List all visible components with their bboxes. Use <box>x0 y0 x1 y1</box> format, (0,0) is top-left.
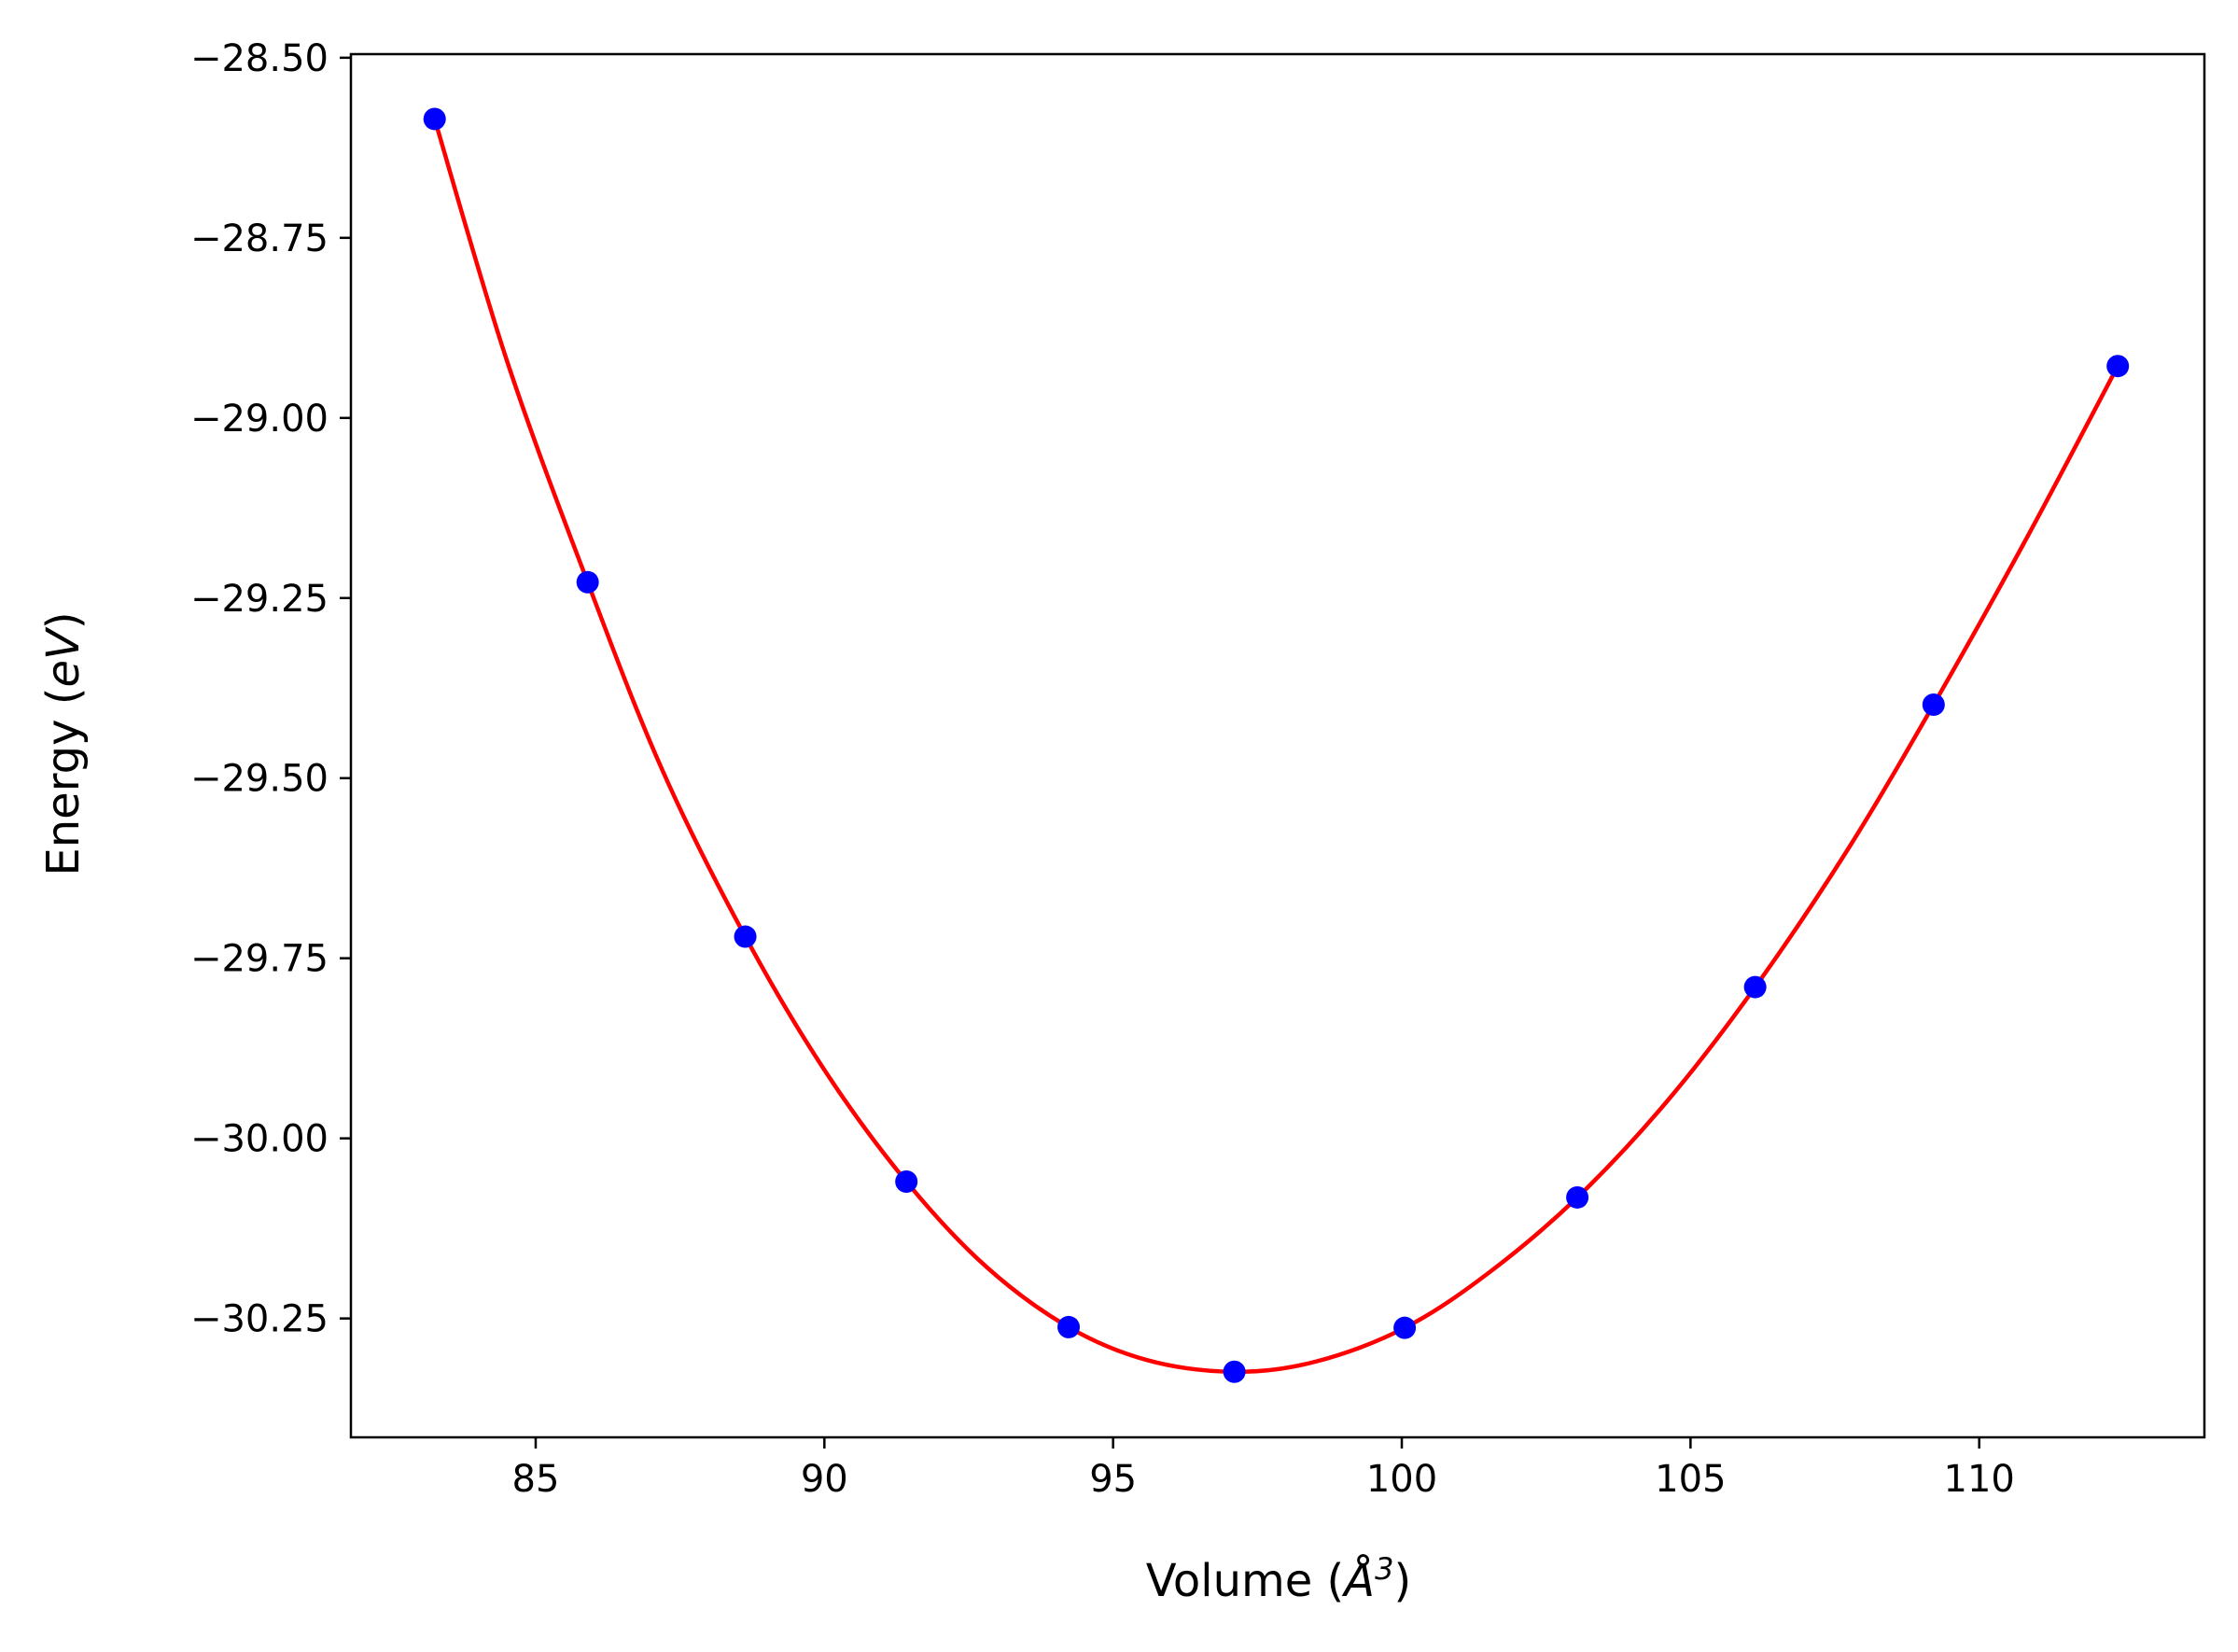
data-point <box>1566 1185 1589 1209</box>
data-point <box>1743 975 1767 999</box>
y-tick-label: −29.75 <box>190 938 329 981</box>
y-tick-label: −28.50 <box>190 37 329 80</box>
plot-area <box>423 107 2130 1383</box>
x-axis-label-sup: 3 <box>1375 1551 1393 1587</box>
fit-curve-line <box>432 118 2120 1375</box>
data-point <box>2106 355 2130 378</box>
x-axis-label-close: ) <box>1393 1555 1411 1607</box>
y-axis-label-text: Energy ( <box>37 688 90 876</box>
y-tick-label: −28.75 <box>190 217 329 260</box>
data-point <box>423 107 446 131</box>
x-tick-label: 105 <box>1655 1458 1726 1501</box>
data-point <box>576 570 599 594</box>
y-axis-label: Energy (eV) <box>37 611 90 875</box>
x-axis-label-text: Volume ( <box>1146 1555 1345 1607</box>
y-axis-label-unit: eV <box>37 626 90 688</box>
data-point <box>1057 1315 1081 1338</box>
y-axis-label-close: ) <box>37 611 90 629</box>
x-axis-label: Volume (Å3) <box>1146 1551 1411 1607</box>
data-point <box>734 925 757 948</box>
x-tick-label: 90 <box>801 1458 848 1501</box>
y-tick-label: −29.50 <box>190 758 329 801</box>
axes: 85 90 95 100 105 110 −28.50 −28.75 −29.00 −29.25 −… <box>190 37 2206 1501</box>
x-tick-label: 100 <box>1366 1458 1437 1501</box>
y-tick-label: −30.25 <box>190 1298 329 1341</box>
x-tick-label: 110 <box>1944 1458 2015 1501</box>
data-point <box>895 1169 918 1193</box>
y-tick-label: −29.25 <box>190 578 329 621</box>
data-point <box>1223 1360 1246 1383</box>
data-point <box>1393 1316 1417 1339</box>
plot-frame <box>349 52 2206 1439</box>
x-tick-label: 85 <box>512 1458 560 1501</box>
y-tick-label: −29.00 <box>190 398 329 441</box>
data-point <box>1922 693 1945 717</box>
x-axis-label-unit: Å <box>1341 1554 1375 1607</box>
y-tick-label: −30.00 <box>190 1118 329 1161</box>
x-tick-label: 95 <box>1089 1458 1137 1501</box>
